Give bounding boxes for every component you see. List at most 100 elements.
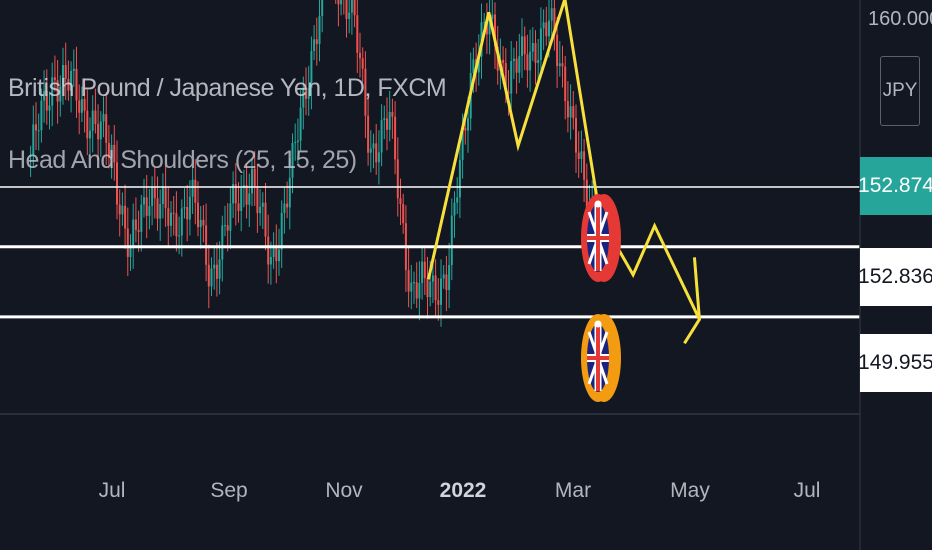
candle — [399, 178, 402, 225]
event-badges[interactable] — [581, 194, 621, 402]
candle — [110, 134, 113, 179]
candle — [553, 0, 556, 51]
candle — [345, 0, 348, 38]
candle — [375, 123, 378, 175]
candle — [178, 216, 181, 255]
candle — [145, 175, 148, 239]
candle — [299, 90, 302, 151]
candle — [170, 200, 172, 237]
candle — [64, 42, 67, 100]
candle — [188, 180, 191, 236]
candle — [369, 130, 372, 173]
candle — [526, 34, 529, 88]
candle — [210, 257, 213, 297]
candle — [340, 0, 343, 16]
uk-flag-badge-icon[interactable] — [581, 314, 621, 402]
candle — [545, 6, 548, 46]
candle — [580, 130, 583, 173]
candle — [450, 198, 453, 281]
candle — [561, 45, 564, 88]
candle — [275, 224, 278, 284]
candle — [172, 196, 175, 236]
candle — [521, 18, 523, 79]
candle — [51, 62, 54, 127]
candle — [37, 113, 40, 151]
candle — [529, 29, 532, 92]
candle — [197, 181, 199, 237]
candle — [56, 60, 59, 124]
candle — [199, 205, 202, 249]
candle — [213, 247, 216, 290]
candle — [418, 261, 421, 321]
candle — [121, 192, 124, 226]
uk-flag-badge-icon[interactable] — [581, 194, 621, 282]
candle — [153, 167, 156, 219]
candle — [175, 191, 178, 252]
candle — [132, 203, 135, 269]
candle — [107, 125, 110, 169]
indicator-legend[interactable]: Head And Shoulders (25, 15, 25) — [8, 146, 357, 174]
candle — [159, 189, 162, 241]
candle — [105, 91, 108, 165]
candle — [97, 104, 100, 161]
currency-label[interactable]: JPY — [880, 56, 920, 126]
candle — [359, 32, 361, 78]
candle — [116, 140, 118, 220]
time-axis-label: Jul — [99, 479, 126, 502]
candle — [515, 41, 518, 94]
candles-group — [29, 0, 599, 327]
candle — [531, 27, 534, 62]
candle — [229, 187, 232, 250]
candle — [43, 70, 46, 123]
candle — [318, 0, 321, 62]
candle — [402, 193, 405, 234]
symbol-legend[interactable]: British Pound / Japanese Yen, 1D, FXCM — [8, 74, 447, 102]
candle — [458, 138, 461, 219]
candle — [343, 0, 345, 15]
candle — [388, 90, 391, 142]
candle — [575, 104, 577, 174]
candle — [577, 131, 580, 178]
candle — [337, 0, 340, 27]
candle — [194, 159, 197, 225]
candle — [391, 98, 394, 139]
candle — [83, 78, 86, 133]
candle — [564, 55, 567, 120]
candle — [126, 207, 129, 276]
candle — [86, 89, 89, 156]
candle — [437, 278, 440, 321]
candle — [456, 177, 459, 214]
candle — [510, 40, 513, 109]
candle — [583, 138, 586, 202]
candle — [215, 242, 218, 297]
candle — [124, 184, 127, 249]
candle — [224, 205, 226, 237]
pattern-line[interactable] — [426, 0, 701, 320]
candle — [453, 191, 456, 238]
candle — [410, 264, 413, 310]
candle — [558, 41, 561, 77]
candle — [267, 214, 270, 284]
candle — [248, 173, 251, 227]
candle — [288, 158, 291, 230]
time-axis[interactable]: Jul Sep Nov 2022 Mar May Jul — [99, 479, 821, 502]
candle — [421, 246, 424, 300]
candle — [202, 205, 205, 243]
candle — [350, 0, 353, 35]
candle — [550, 0, 553, 39]
candle — [137, 210, 140, 252]
candle — [404, 205, 407, 292]
candle — [245, 163, 248, 219]
candle — [78, 84, 81, 135]
candle — [221, 215, 224, 282]
time-axis-label: Sep — [210, 479, 247, 502]
candle — [367, 93, 370, 166]
candle — [240, 174, 243, 232]
candle — [226, 203, 229, 252]
candle — [183, 188, 186, 219]
candle — [361, 47, 364, 83]
candle — [237, 182, 240, 223]
price-label-current: 152.874 — [858, 157, 932, 215]
candle — [161, 173, 164, 219]
